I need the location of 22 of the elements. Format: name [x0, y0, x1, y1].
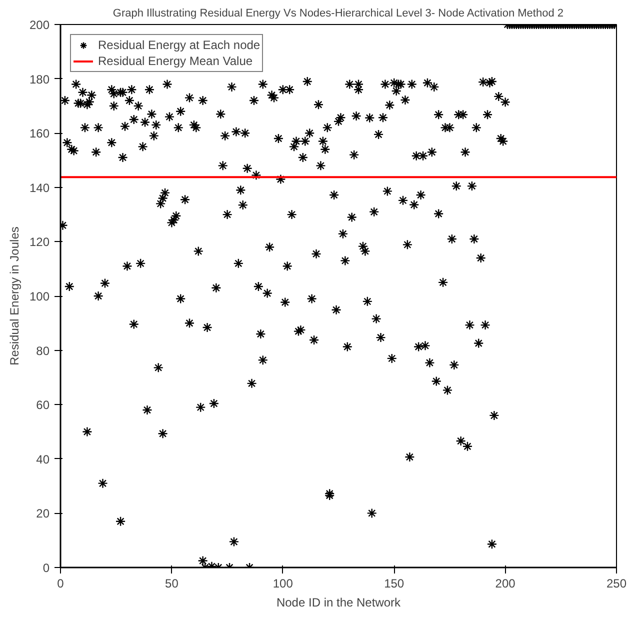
y-tick-label: 60 — [36, 398, 50, 412]
x-tick-label: 250 — [606, 576, 627, 590]
x-tick-label: 200 — [495, 576, 516, 590]
y-tick-label: 200 — [29, 18, 50, 32]
y-tick-label: 100 — [29, 290, 50, 304]
y-tick-label: 20 — [36, 506, 50, 521]
chart-title: Graph Illustrating Residual Energy Vs Nodes-Hierarchical Level 3- Node Activation Method 2 — [112, 8, 564, 20]
y-tick-label: 180 — [29, 72, 50, 86]
x-axis-title: Node ID in the Network — [276, 596, 402, 610]
y-tick-label: 120 — [29, 235, 50, 250]
y-tick-label: 140 — [29, 180, 50, 195]
x-tick-label: 0 — [57, 576, 64, 590]
legend-label: Residual Energy at Each node — [98, 37, 260, 53]
x-tick-label: 50 — [165, 576, 179, 590]
x-tick-label: 100 — [272, 576, 294, 590]
y-tick-label: 40 — [36, 452, 50, 466]
x-tick-label: 150 — [384, 576, 404, 590]
y-tick-label: 0 — [42, 561, 50, 575]
y-axis-title: Residual Energy in Joules — [7, 226, 22, 366]
y-tick-label: 160 — [29, 126, 50, 141]
y-tick-label: 80 — [36, 344, 50, 358]
legend-label: Residual Energy Mean Value — [98, 53, 253, 69]
